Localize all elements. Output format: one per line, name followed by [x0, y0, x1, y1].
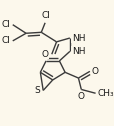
Text: O: O	[42, 50, 48, 59]
Text: O: O	[77, 92, 84, 101]
Text: S: S	[34, 86, 40, 95]
Text: NH: NH	[71, 47, 85, 56]
Text: O: O	[91, 67, 98, 76]
Text: NH: NH	[71, 34, 85, 43]
Text: Cl: Cl	[1, 36, 10, 45]
Text: Cl: Cl	[41, 11, 50, 20]
Text: Cl: Cl	[1, 20, 10, 29]
Text: CH₃: CH₃	[97, 89, 113, 98]
